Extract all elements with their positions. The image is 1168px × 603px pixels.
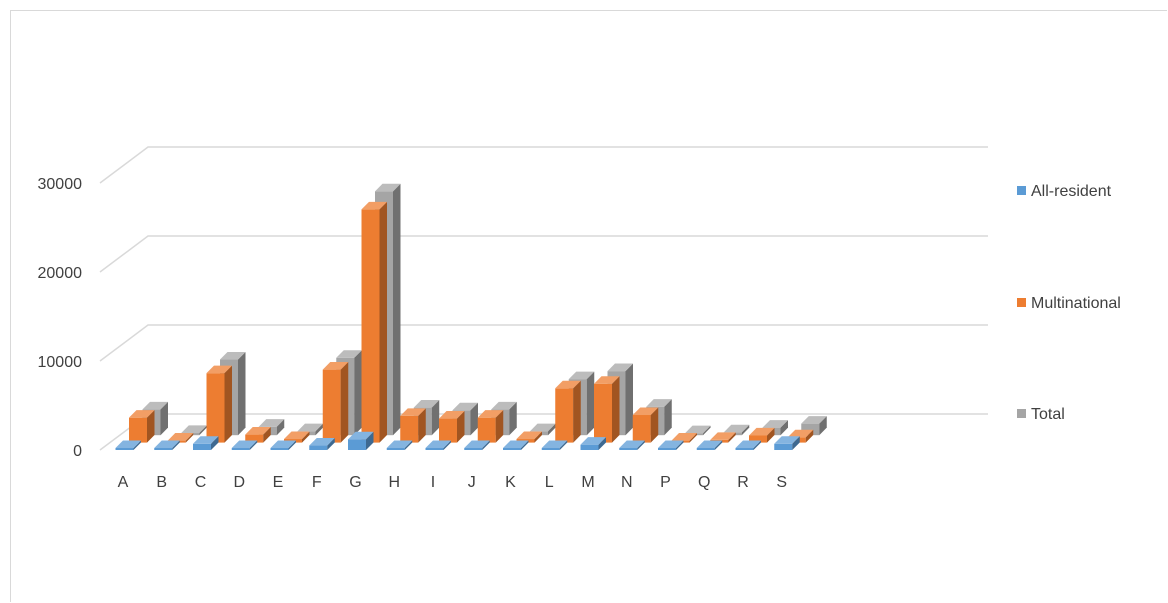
bar-all-resident-D <box>231 440 258 450</box>
bar-all-resident-R <box>735 440 761 450</box>
bar-all-resident-L <box>541 440 568 450</box>
bar-all-resident-P <box>658 440 684 450</box>
legend: All-resident Multinational Total <box>1017 183 1121 423</box>
chart-frame <box>10 10 1167 602</box>
bar-layer <box>115 183 827 450</box>
bar-multinational-A <box>129 410 155 443</box>
y-tick-label: 0 <box>73 443 82 460</box>
x-tick-label: H <box>388 474 400 491</box>
x-tick-label: S <box>776 474 787 491</box>
x-tick-label: K <box>505 474 516 491</box>
legend-swatch <box>1017 409 1026 418</box>
gridline <box>99 235 988 273</box>
x-tick-label: B <box>156 474 167 491</box>
legend-swatch <box>1017 186 1026 195</box>
bar-all-resident-F <box>309 437 335 450</box>
legend-label: Multinational <box>1031 295 1121 312</box>
bar-all-resident-G <box>348 431 374 450</box>
y-axis-ticks: 0 10000 20000 30000 <box>38 176 83 460</box>
legend-label: All-resident <box>1031 183 1112 200</box>
x-tick-label: G <box>349 474 361 491</box>
bar-all-resident-S <box>774 436 800 450</box>
bar-all-resident-M <box>580 437 606 450</box>
gridline <box>99 324 988 362</box>
bar-multinational-N <box>632 407 659 443</box>
bar-all-resident-A <box>115 440 141 450</box>
bar-multinational-C <box>206 365 232 443</box>
x-tick-label: N <box>621 474 633 491</box>
y-tick-label: 10000 <box>38 354 83 371</box>
bar-total-S <box>801 416 827 436</box>
x-tick-label: A <box>118 474 129 491</box>
bar-all-resident-E <box>270 440 296 450</box>
bar-all-resident-N <box>619 440 645 450</box>
bar-multinational-G <box>361 201 387 443</box>
bar-all-resident-B <box>154 440 180 450</box>
bar-all-resident-C <box>193 436 219 450</box>
x-tick-label: L <box>545 474 554 491</box>
y-tick-label: 30000 <box>38 176 83 193</box>
bar-all-resident-H <box>386 440 413 450</box>
x-tick-label: F <box>312 474 322 491</box>
bar-multinational-F <box>322 362 349 443</box>
bar-all-resident-I <box>425 440 451 450</box>
bar-multinational-H <box>400 408 426 443</box>
bar-multinational-L <box>555 380 581 443</box>
x-tick-label: D <box>233 474 245 491</box>
x-tick-label: Q <box>698 474 710 491</box>
x-tick-label: E <box>273 474 284 491</box>
bar-all-resident-K <box>503 440 529 450</box>
bar-multinational-J <box>477 410 504 443</box>
bar-multinational-I <box>439 411 465 443</box>
bar-all-resident-Q <box>696 440 723 450</box>
bar-multinational-D <box>245 427 271 443</box>
legend-swatch <box>1017 298 1026 307</box>
x-tick-label: R <box>737 474 749 491</box>
bar-multinational-R <box>749 427 775 443</box>
x-tick-label: J <box>468 474 476 491</box>
legend-label: Total <box>1031 406 1065 423</box>
bar-all-resident-J <box>464 440 490 450</box>
y-tick-label: 20000 <box>38 265 83 282</box>
x-tick-label: C <box>195 474 207 491</box>
bar-multinational-M <box>594 376 620 443</box>
x-tick-label: P <box>660 474 671 491</box>
x-tick-label: M <box>581 474 594 491</box>
x-tick-label: I <box>431 474 435 491</box>
gridline <box>99 146 988 184</box>
